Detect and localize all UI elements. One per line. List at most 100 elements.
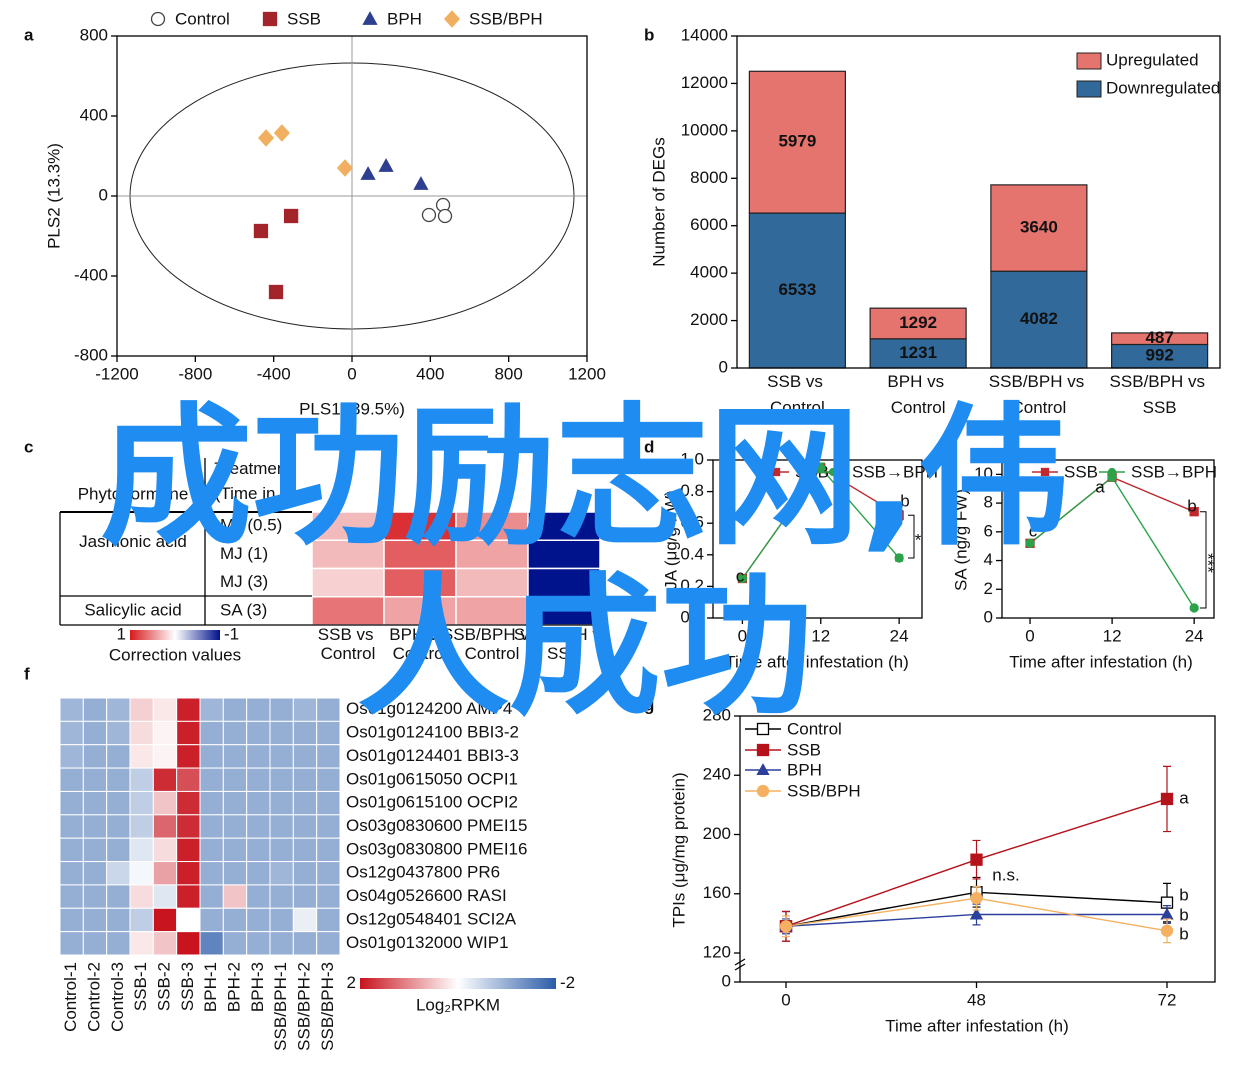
- text-line: SSB: [1143, 398, 1177, 417]
- column-label: Control-2: [84, 962, 103, 1032]
- text-line: Control: [891, 398, 946, 417]
- y-axis-label: PLS2 (13.3%): [44, 143, 63, 249]
- plot-frame: [739, 715, 1216, 983]
- heatmap-cell: [59, 744, 84, 769]
- annotation: c: [1029, 521, 1038, 540]
- heatmap-cell: [59, 931, 84, 956]
- heatmap-cell: [82, 861, 108, 886]
- heatmap-cell: [199, 744, 224, 769]
- legend-label: SSB: [787, 740, 821, 759]
- marker: [421, 207, 437, 223]
- heatmap-cell: [246, 837, 271, 863]
- heatmap-cell: [176, 744, 201, 769]
- x-tick-label: -400: [257, 364, 291, 383]
- heatmap-cell: [82, 790, 108, 816]
- heatmap-cell: [199, 814, 224, 839]
- plot-frame: [1001, 459, 1215, 619]
- row-label: MJ (0.5): [220, 516, 282, 535]
- legend-label: BPH: [387, 9, 422, 28]
- heatmap-cell: [269, 814, 294, 839]
- text-line: SSB vs: [767, 372, 827, 391]
- y-axis-label: SA (ng/g FW): [951, 489, 970, 591]
- heatmap-cell: [82, 767, 108, 792]
- heatmap-cell: [383, 567, 457, 598]
- column-label: SSB vs Control: [318, 625, 378, 663]
- marker: [283, 208, 299, 224]
- x-tick-label: SSB vs Control: [767, 372, 827, 417]
- row-label: MJ (1): [220, 544, 268, 563]
- marker: [150, 11, 166, 27]
- marker: [1189, 603, 1199, 613]
- heatmap-cell: [59, 767, 84, 792]
- colorbar: [130, 630, 220, 640]
- heatmap-cell: [176, 884, 201, 909]
- marker: [737, 573, 748, 584]
- marker: [1160, 924, 1174, 937]
- heatmap-cell: [199, 884, 224, 909]
- value-label: 4082: [1020, 309, 1058, 328]
- y-tick-label: -800: [74, 345, 108, 364]
- text-line: SSB/BPH vs: [1110, 372, 1210, 391]
- heatmap-cell: [199, 837, 224, 863]
- heatmap-cell: [106, 837, 131, 863]
- heatmap-cell: [199, 790, 224, 816]
- value-label: 1292: [899, 313, 937, 332]
- marker: [257, 129, 275, 147]
- heatmap-cell: [383, 511, 457, 541]
- heatmap-cell: [129, 837, 154, 863]
- column-label: SSB/BPH vs Control: [442, 625, 542, 663]
- value-label: 5979: [778, 132, 816, 151]
- value-label: 3640: [1020, 218, 1058, 237]
- heatmap-cell: [222, 861, 248, 886]
- heatmap-cell: [106, 814, 131, 839]
- row-label: Os01g0124401 BBI3-3: [346, 746, 519, 765]
- heatmap-cell: [222, 907, 248, 933]
- row-label: SA (3): [220, 600, 267, 619]
- heatmap-cell: [246, 861, 271, 886]
- marker: [1040, 467, 1050, 477]
- annotation: a: [1095, 477, 1105, 496]
- heatmap-cell: [176, 814, 201, 839]
- text-line: BPH vs: [389, 625, 450, 644]
- legend-label: SSB: [287, 9, 321, 28]
- colorbar: [360, 978, 556, 989]
- heatmap-cell: [106, 744, 131, 769]
- heatmap-cell: [82, 884, 108, 909]
- legend-label: Upregulated: [1106, 50, 1199, 69]
- y-tick-label: 400: [80, 105, 108, 124]
- heatmap-cell: [199, 861, 224, 886]
- bar-segment: [748, 212, 846, 369]
- panel-letter: f: [24, 664, 30, 683]
- annotation: b: [1179, 885, 1188, 904]
- x-tick-label: SSB/BPH vs SSB: [1110, 372, 1210, 417]
- heatmap-cell: [152, 790, 178, 816]
- heatmap-cell: [246, 790, 271, 816]
- marker: [253, 223, 269, 239]
- heatmap-cell: [176, 861, 201, 886]
- bar-segment: [990, 184, 1088, 272]
- heatmap-cell: [82, 907, 108, 933]
- heatmap-cell: [246, 744, 271, 769]
- text-line: SSB: [547, 644, 581, 663]
- heatmap-cell: [269, 790, 294, 816]
- text-line: (Time in h): [215, 484, 296, 503]
- row-label: Os12g0437800 PR6: [346, 863, 500, 882]
- column-label: BPH-1: [201, 962, 220, 1012]
- y-tick-label: 0: [984, 607, 993, 626]
- heatmap-cell: [222, 837, 248, 863]
- x-tick-label: 400: [416, 364, 444, 383]
- marker: [378, 158, 394, 172]
- y-tick-label: 10000: [681, 120, 728, 139]
- marker: [360, 166, 376, 180]
- heatmap-cell: [269, 931, 294, 956]
- value-label: 487: [1145, 328, 1173, 347]
- heatmap-cell: [222, 790, 248, 816]
- heatmap-cell: [269, 884, 294, 909]
- heatmap-cell: [246, 931, 271, 956]
- heatmap-cell: [152, 814, 178, 839]
- marker: [970, 853, 983, 866]
- heatmap-cell: [106, 790, 131, 816]
- row-label: Os01g0124200 AMP4: [346, 699, 512, 718]
- x-tick-label: 1200: [568, 364, 606, 383]
- marker: [756, 743, 770, 757]
